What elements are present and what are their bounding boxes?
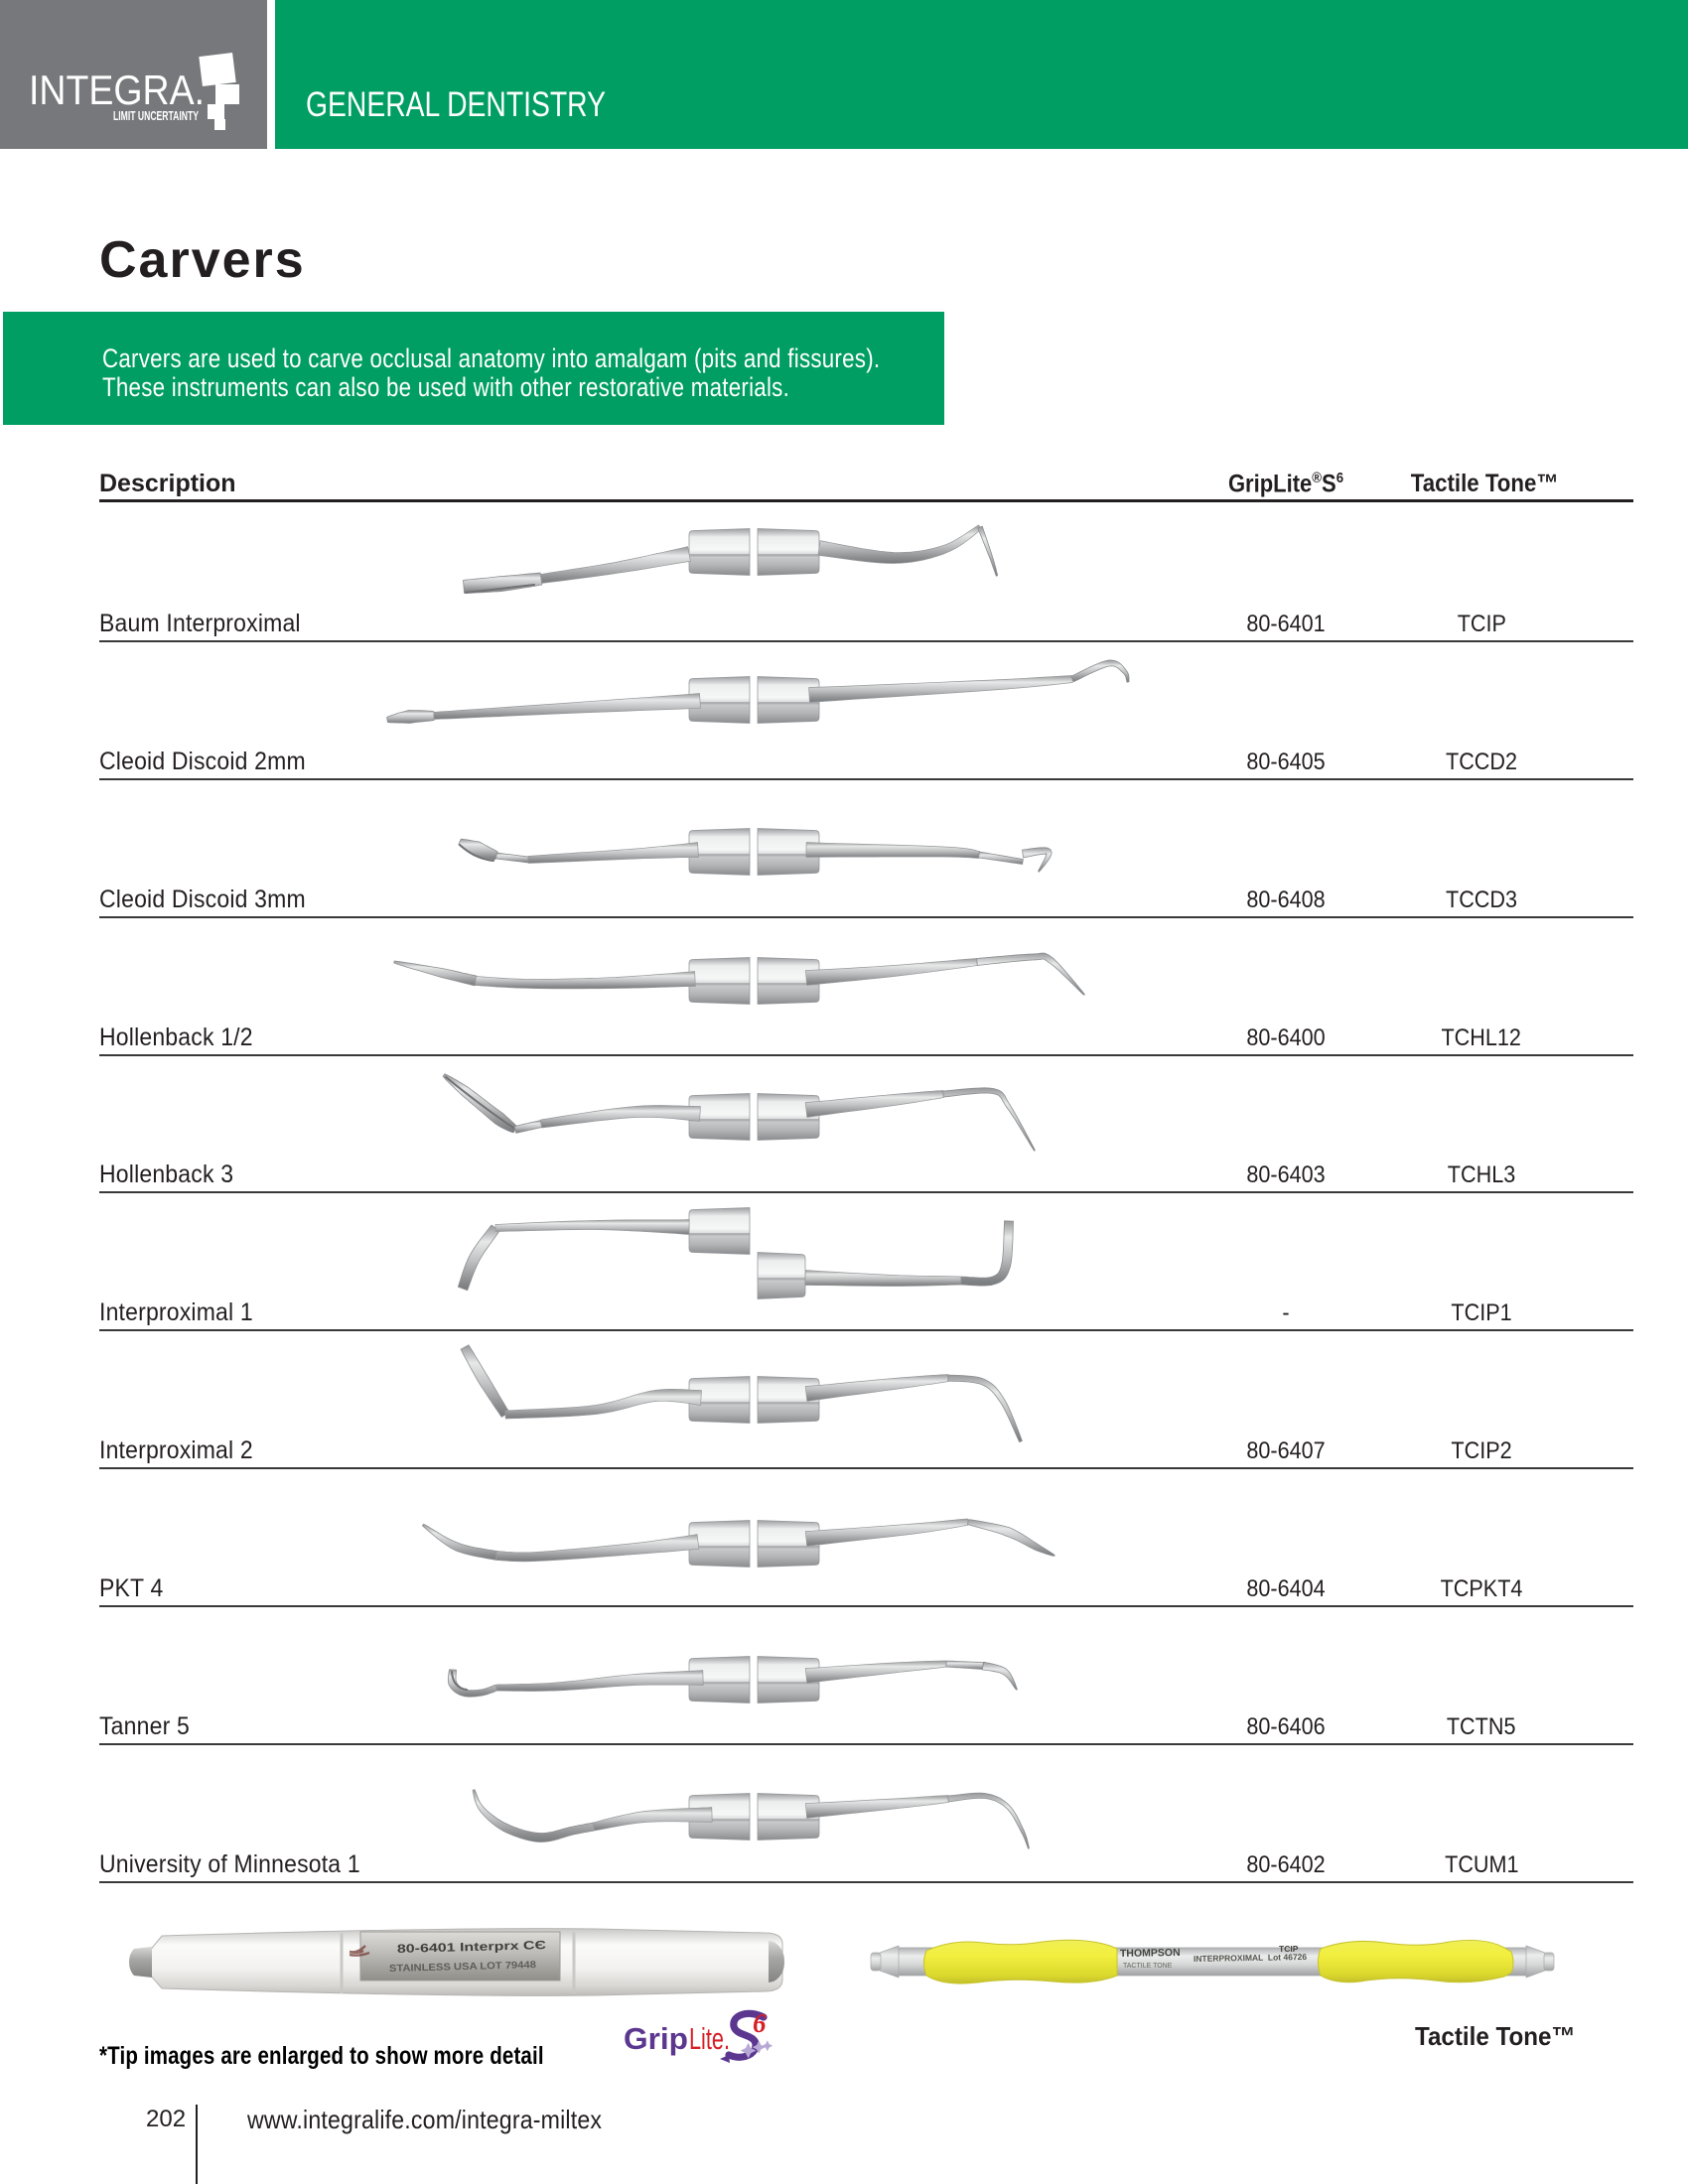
svg-text:Grip: Grip	[624, 2021, 688, 2056]
svg-text:LIMIT UNCERTAINTY: LIMIT UNCERTAINTY	[113, 109, 199, 123]
svg-text:80-6401 Interprx CЄ: 80-6401 Interprx CЄ	[397, 1938, 547, 1956]
svg-text:THOMPSON: THOMPSON	[1120, 1947, 1181, 1960]
svg-text:6: 6	[753, 2008, 767, 2038]
svg-text:STAINLESS USA LOT 79448: STAINLESS USA LOT 79448	[389, 1960, 537, 1975]
svg-text:TCIP: TCIP	[1279, 1944, 1299, 1954]
svg-text:TACTILE TONE: TACTILE TONE	[1123, 1963, 1173, 1970]
svg-text:INTEGRA.: INTEGRA.	[29, 67, 205, 113]
svg-text:GENERAL DENTISTRY: GENERAL DENTISTRY	[306, 85, 606, 124]
svg-text:Lite.: Lite.	[689, 2021, 730, 2056]
svg-text:INTERPROXIMAL Lot 46726: INTERPROXIMAL Lot 46726	[1194, 1952, 1308, 1964]
